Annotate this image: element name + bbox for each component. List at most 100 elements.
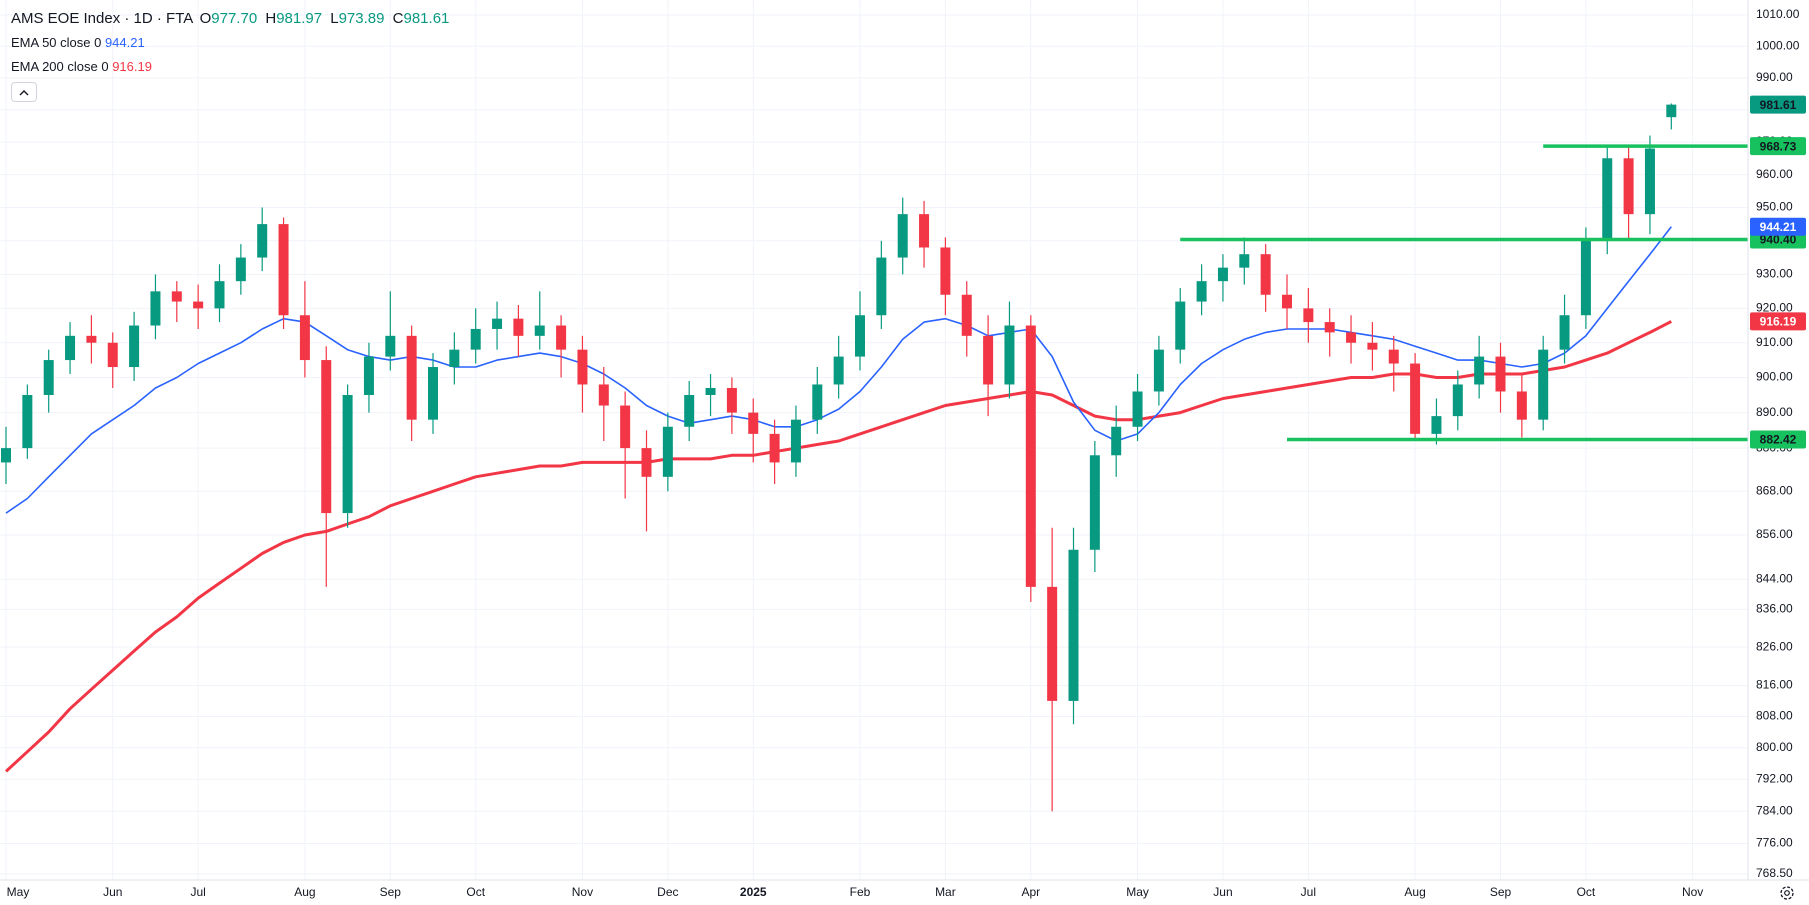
ohlc-key: H [265,10,277,27]
candle-body [726,387,737,413]
y-tick-label: 792.00 [1756,771,1793,785]
candle-body [1068,549,1079,701]
y-tick-label: 900.00 [1756,370,1793,384]
candle-body [1538,349,1549,420]
gear-inner [1784,890,1790,896]
candle-body [983,335,994,385]
candle-body [833,356,844,385]
y-tick-label: 768.50 [1756,866,1793,880]
indicator-name: EMA 200 close 0 [11,59,109,74]
chevron-icon [19,89,29,95]
x-tick-label: Nov [572,885,593,899]
candle-body [1346,332,1357,343]
y-tick-label: 800.00 [1756,740,1793,754]
price-label-bg [1750,312,1806,331]
price-label-bg [1750,95,1806,114]
y-tick-label: 960.00 [1756,167,1793,181]
candle-body [1388,349,1399,364]
candle-body [1004,325,1015,385]
candle-body [299,315,310,361]
candle-body [342,394,353,514]
y-tick-label: 1000.00 [1756,38,1800,52]
ohlc-value: 977.70 [211,10,258,27]
x-tick-label: Mar [935,885,956,899]
candle-body [385,335,396,357]
ohlc-key: C [392,10,404,27]
candle-body [705,387,716,395]
symbol-title[interactable]: AMS EOE Index · 1D · FTA [11,10,193,27]
x-tick-label: May [7,885,30,899]
candle-body [812,384,823,420]
price-label: 968.73 [1760,139,1797,153]
ohlc-key: O [199,10,212,27]
price-label: 882.42 [1760,433,1797,447]
candle-body [1516,391,1527,420]
candle-body [321,360,332,514]
candle-body [1089,455,1100,550]
x-tick-label: Sep [380,885,402,899]
gear-outer [1780,886,1794,900]
candle-body [214,281,225,309]
candle-body [363,356,374,395]
candle-body [492,318,503,329]
candle-body [193,301,204,309]
indicator-value: 916.19 [112,59,152,74]
y-tick-label: 920.00 [1756,301,1793,315]
legend-header: AMS EOE Index · 1D · FTA O977.70 H981.97… [11,7,453,102]
y-tick-label: 930.00 [1756,267,1793,281]
y-tick-label: 890.00 [1756,405,1793,419]
y-tick-label: 844.00 [1756,572,1793,586]
y-tick-label: 868.00 [1756,483,1793,497]
indicator-row[interactable]: EMA 200 close 0 916.19 [11,55,453,79]
candle-body [129,325,140,368]
y-tick-label: 784.00 [1756,803,1793,817]
x-tick-label: Aug [294,885,315,899]
candle-body [598,384,609,406]
candle-body [257,224,268,258]
candle-body [940,247,951,295]
candle-body [1025,325,1036,587]
y-tick-label: 1010.00 [1756,7,1800,21]
candle-body [684,394,695,427]
ohlc-key: L [330,10,339,27]
candle-body [513,318,524,336]
x-tick-label: Jun [1213,885,1232,899]
time-axis-bg [0,880,1748,905]
candle-body [897,214,908,258]
price-label: 981.61 [1760,98,1797,112]
candle-body [919,214,930,248]
indicator-name: EMA 50 close 0 [11,35,102,50]
candle-body [1367,342,1378,350]
candle-body [1431,416,1442,434]
candle-body [1047,586,1058,701]
x-tick-label: Oct [466,885,485,899]
indicator-row[interactable]: EMA 50 close 0 944.21 [11,31,453,55]
candle-body [150,291,161,326]
candle-body [1260,254,1271,295]
x-tick-label: 2025 [740,885,767,899]
y-tick-label: 950.00 [1756,200,1793,214]
settings-icon[interactable] [1780,886,1794,900]
candle-body [1410,363,1421,434]
x-tick-label: Aug [1404,885,1425,899]
y-tick-label: 808.00 [1756,709,1793,723]
candle-body [855,315,865,357]
candle-body [1559,315,1570,350]
candle-body [278,224,289,316]
candle-body [449,349,460,368]
candle-body [577,349,588,385]
candle-body [171,291,182,302]
candle-body [1217,267,1228,282]
candle-body [1239,254,1250,268]
candle-body [1602,158,1613,241]
ohlc-value: 981.61 [403,10,450,27]
candle-body [22,394,33,449]
candle-body [662,426,673,477]
collapse-button[interactable] [11,82,37,102]
x-tick-label: Nov [1682,885,1703,899]
candle-body [769,433,780,463]
candle-body [748,412,759,434]
candle-body [1303,308,1314,323]
y-tick-label: 816.00 [1756,678,1793,692]
